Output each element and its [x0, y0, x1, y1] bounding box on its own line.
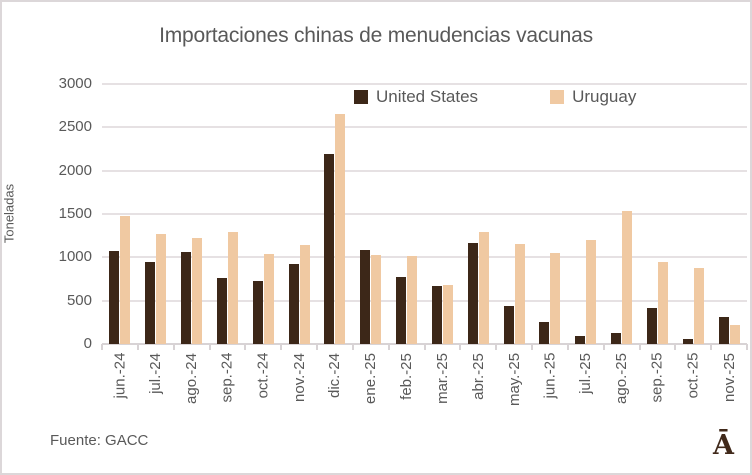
bar-uruguay — [514, 244, 525, 344]
bar-united-states — [503, 305, 514, 344]
bar-uruguay — [729, 325, 740, 344]
x-axis-tick — [638, 344, 641, 350]
x-axis-label: ago.-24 — [183, 352, 201, 404]
bar-united-states — [611, 332, 622, 344]
source-note: Fuente: GACC — [50, 432, 149, 449]
gridline — [102, 169, 747, 172]
x-axis-tick — [208, 344, 211, 350]
x-axis-tick — [101, 344, 103, 350]
x-axis-label: ene.-25 — [362, 352, 380, 404]
x-axis-label: abr.-25 — [469, 352, 487, 400]
bar-uruguay — [657, 261, 668, 344]
x-axis-tick — [280, 344, 283, 350]
bar-uruguay — [263, 253, 274, 344]
x-axis-tick — [495, 344, 498, 350]
x-axis-label: feb.-25 — [397, 352, 415, 400]
legend-swatch-united-states-icon — [354, 90, 368, 104]
legend-label-uruguay: Uruguay — [572, 87, 637, 106]
gridline — [102, 213, 747, 215]
y-axis-label: 2000 — [58, 161, 92, 179]
legend-item-uruguay: Uruguay — [550, 87, 636, 107]
bar-united-states — [360, 249, 371, 344]
x-axis-label: jun.-25 — [541, 352, 559, 399]
x-axis-label: jul.-24 — [147, 352, 165, 394]
x-axis-label: may.-25 — [505, 352, 523, 406]
x-axis-tick — [244, 344, 247, 350]
gridline — [102, 299, 747, 302]
bar-united-states — [539, 322, 550, 344]
y-axis-label: 1500 — [58, 205, 92, 222]
x-axis-tick — [674, 344, 677, 350]
bar-united-states — [324, 154, 335, 344]
x-axis-tick — [459, 344, 462, 350]
x-axis-tick — [316, 344, 318, 350]
legend-label-united-states: United States — [376, 87, 479, 106]
bar-united-states — [109, 251, 120, 344]
x-axis-label: ago.-25 — [613, 352, 631, 404]
gridline — [102, 126, 747, 129]
bar-united-states — [216, 278, 227, 344]
legend: United States Uruguay — [354, 87, 636, 107]
x-axis-label: jun.-24 — [111, 352, 129, 399]
bar-united-states — [288, 264, 299, 344]
y-axis-label: 0 — [83, 335, 92, 352]
x-axis-label: nov.-25 — [720, 352, 738, 402]
x-axis-label: sep.-24 — [218, 352, 236, 403]
x-axis-tick — [531, 344, 533, 350]
x-axis-tick — [566, 344, 569, 350]
bar-united-states — [252, 280, 263, 344]
x-axis-tick — [136, 344, 139, 350]
bar-uruguay — [335, 114, 346, 344]
x-axis-label: mar.-25 — [433, 352, 451, 404]
bar-uruguay — [478, 232, 489, 344]
y-axis-label: 1000 — [58, 248, 92, 266]
x-axis-label: jul.-25 — [577, 352, 595, 394]
chart-title: Importaciones chinas de menudencias vacu… — [159, 24, 593, 47]
bar-uruguay — [693, 267, 704, 344]
logo-a-macron: Ā — [713, 430, 734, 461]
x-axis-tick — [351, 344, 354, 350]
bar-uruguay — [550, 253, 561, 344]
bar-uruguay — [227, 232, 238, 344]
bar-uruguay — [120, 215, 131, 344]
legend-swatch-uruguay-icon — [550, 90, 565, 104]
bar-uruguay — [192, 238, 203, 344]
x-axis-tick — [423, 344, 426, 350]
gridline — [102, 256, 747, 259]
bar-uruguay — [299, 245, 310, 344]
bar-uruguay — [586, 240, 597, 344]
bar-uruguay — [371, 254, 382, 344]
bar-united-states — [467, 243, 478, 344]
x-axis-label: oct.-25 — [684, 352, 702, 399]
x-axis-tick — [746, 344, 748, 350]
bar-united-states — [396, 277, 407, 344]
x-axis-label: oct.-24 — [254, 352, 272, 399]
x-axis-tick — [602, 344, 605, 350]
bar-united-states — [181, 252, 192, 344]
bar-united-states — [575, 336, 586, 344]
bar-united-states — [646, 308, 657, 344]
bar-uruguay — [156, 233, 167, 344]
y-axis-label: 2500 — [58, 118, 92, 136]
bar-uruguay — [622, 210, 633, 344]
bar-united-states — [145, 261, 156, 344]
x-axis-tick — [172, 344, 175, 350]
x-axis-tick — [387, 344, 390, 350]
x-axis-label: nov.-24 — [290, 352, 308, 402]
x-axis-label: sep.-25 — [648, 352, 666, 403]
y-axis-label: 3000 — [58, 75, 92, 92]
gridline — [102, 83, 747, 85]
bar-uruguay — [407, 255, 418, 344]
legend-item-united-states: United States — [354, 87, 478, 107]
x-axis-tick — [710, 344, 713, 350]
bar-uruguay — [442, 285, 453, 344]
x-axis-label: dic.-24 — [326, 352, 344, 398]
bar-united-states — [431, 285, 442, 344]
y-axis-label: 500 — [66, 291, 92, 309]
bar-united-states — [682, 339, 693, 344]
bar-united-states — [718, 316, 729, 344]
